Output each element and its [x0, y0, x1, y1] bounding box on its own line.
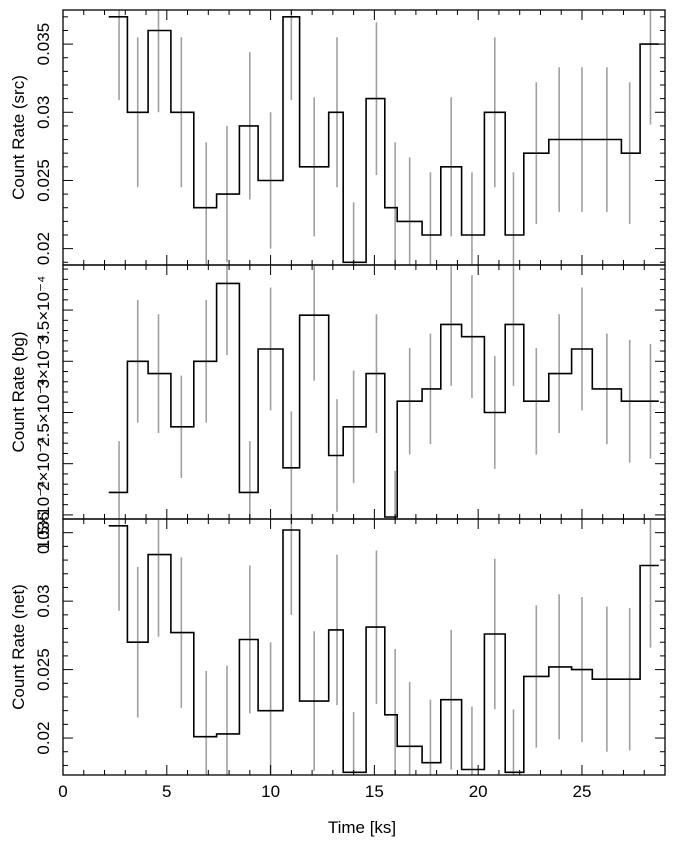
y-tick-label: 0.03 — [34, 585, 53, 618]
y-tick-label: 3×10⁻⁴ — [34, 334, 53, 389]
y-tick-label: 0.025 — [34, 648, 53, 691]
y-tick-label: 3.5×10⁻⁴ — [34, 276, 53, 345]
panel-2: 1.5×10⁻⁴2×10⁻⁴2.5×10⁻⁴3×10⁻⁴3.5×10⁻⁴ Coun… — [9, 264, 666, 550]
panel-1: 0.02 0.025 0.03 0.035 Count Rate (src) — [9, 9, 666, 266]
y-tick-label: 0.025 — [34, 159, 53, 202]
panel-frame — [62, 264, 666, 520]
histogram-line — [108, 16, 659, 264]
panel-3-marks — [108, 519, 659, 775]
y-axis-label: Count Rate (net) — [9, 584, 28, 710]
y-tick-label: 0.02 — [34, 232, 53, 265]
x-axis-label: Time [ks] — [328, 818, 396, 837]
panel-2-marks — [108, 265, 659, 519]
y-tick-label: 0.02 — [34, 721, 53, 754]
x-tick-label: 0 — [58, 782, 67, 801]
x-tick-label: 5 — [162, 782, 171, 801]
panel-3: 0.02 0.025 0.03 0.035 Count Rate (net) — [9, 511, 666, 776]
x-tick-label: 25 — [573, 782, 592, 801]
y-tick-label: 1.5×10⁻⁴ — [34, 481, 53, 550]
panel-frame — [62, 518, 666, 776]
x-tick-label: 10 — [261, 782, 280, 801]
y-tick-label: 0.03 — [34, 96, 53, 129]
y-tick-label: 2.5×10⁻⁴ — [34, 378, 53, 447]
y-tick-label: 0.035 — [34, 511, 53, 554]
y-axis-label: Count Rate (bg) — [9, 332, 28, 453]
histogram-line — [108, 282, 659, 518]
histogram-line — [108, 525, 659, 774]
x-tick-label: 20 — [469, 782, 488, 801]
y-tick-label: 0.035 — [34, 23, 53, 66]
y-axis-label: Count Rate (src) — [9, 75, 28, 200]
panel-frame — [62, 9, 666, 266]
y-tick-label: 2×10⁻⁴ — [34, 436, 53, 491]
panel-1-marks — [108, 10, 659, 265]
x-tick-label: 15 — [365, 782, 384, 801]
